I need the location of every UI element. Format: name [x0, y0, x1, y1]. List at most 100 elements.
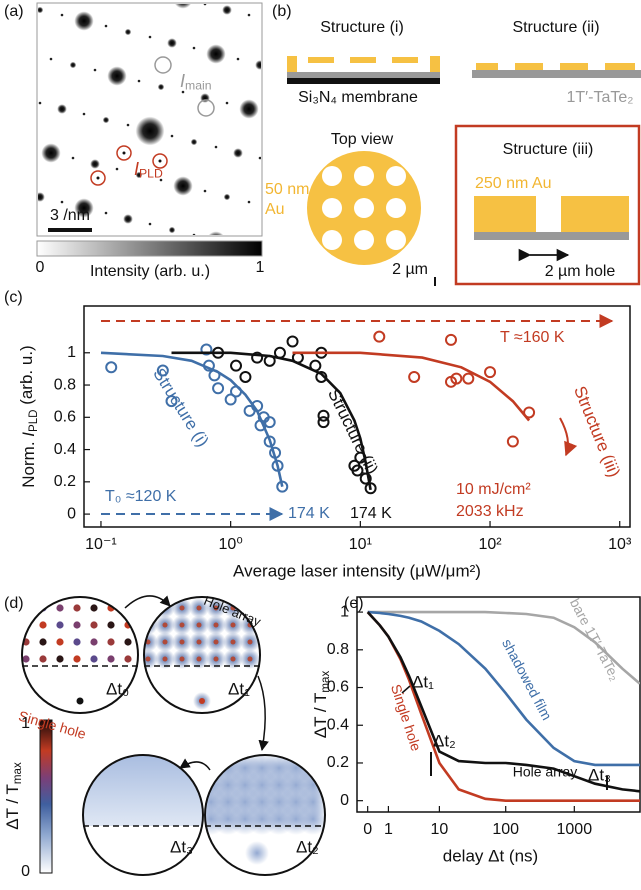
annotation: Δt₃	[588, 765, 611, 784]
spot	[248, 388, 251, 391]
x-tick-label: 10³	[608, 536, 632, 553]
spot	[138, 80, 141, 83]
series-label: bare 1T′-TaTe₂	[567, 596, 624, 683]
spot	[314, 311, 317, 314]
spot	[59, 293, 65, 299]
data-point	[409, 372, 419, 382]
time-label: Δt₂	[296, 837, 319, 856]
single-hole	[77, 698, 84, 705]
hot-spot	[180, 657, 185, 662]
data-point	[508, 437, 518, 447]
x-tick-label: 10⁰	[219, 536, 243, 553]
panel-label: (d)	[4, 595, 24, 612]
subscript: main	[185, 79, 212, 93]
hot-spot	[197, 657, 202, 662]
spot	[281, 443, 284, 446]
spot	[281, 69, 284, 72]
hot-spot	[180, 606, 185, 611]
data-point	[463, 374, 473, 384]
annotation: Δt₁	[412, 672, 434, 691]
spot	[259, 344, 262, 347]
hot-spot	[56, 621, 63, 628]
time-label: Δt₁	[228, 679, 250, 698]
spot	[125, 29, 131, 35]
spot	[125, 403, 131, 409]
spot	[424, 58, 427, 61]
spot	[90, 159, 100, 169]
colorbar-min: 0	[21, 863, 30, 880]
spot	[61, 14, 64, 17]
spot	[202, 282, 208, 288]
sequence-arrow	[125, 596, 170, 608]
top-view-label: Top view	[331, 131, 394, 148]
y-axis-label: ΔT / Tmax	[311, 671, 332, 739]
y-tick-label: 0.4	[54, 441, 76, 458]
spot	[424, 245, 427, 248]
spot	[204, 377, 207, 380]
spot	[292, 399, 295, 402]
text-part: ΔT / T	[3, 784, 22, 830]
spot	[457, 113, 460, 116]
spot	[301, 447, 307, 453]
hot-spot	[90, 655, 97, 662]
hot-spot	[231, 640, 236, 645]
spot	[270, 300, 273, 303]
subscript: max	[12, 762, 24, 784]
spot	[28, 146, 31, 149]
spot	[347, 366, 350, 369]
spot	[140, 308, 159, 327]
annotation: 10 mJ/cm²	[456, 481, 531, 498]
spot	[290, 304, 296, 310]
spot	[92, 348, 98, 354]
heat-blob	[245, 841, 269, 865]
spot	[182, 91, 185, 94]
spot	[248, 14, 251, 17]
spot	[173, 363, 192, 382]
hot-spot	[39, 621, 46, 628]
hot-spot	[163, 623, 168, 628]
text-part: Norm.	[19, 437, 38, 488]
x-tick-label: 0	[363, 821, 372, 838]
spot	[61, 201, 64, 204]
spot	[281, 256, 284, 259]
time-label: Δt₃	[170, 837, 193, 856]
spot	[255, 434, 265, 444]
spot	[237, 432, 240, 435]
y-tick-label: 0.8	[327, 641, 349, 658]
data-point	[310, 361, 320, 371]
spot	[314, 124, 317, 127]
spot	[127, 124, 130, 127]
spot	[365, 368, 375, 378]
hot-spot	[90, 638, 97, 645]
x-axis-label: Average laser intensity (μW/μm²)	[233, 561, 481, 580]
spot	[204, 190, 207, 193]
subscript: PLD	[139, 167, 163, 181]
spot	[107, 66, 126, 85]
spot	[224, 194, 230, 200]
spot	[437, 55, 456, 74]
data-point	[319, 417, 329, 427]
hot-spot	[146, 606, 151, 611]
y-tick-label: 0	[340, 792, 349, 809]
hot-spot	[180, 623, 185, 628]
spot	[136, 117, 165, 146]
annotation: T ≈160 K	[500, 329, 565, 346]
hot-spot	[124, 638, 131, 645]
y-tick-label: 0.8	[54, 376, 76, 393]
hot-spot	[197, 640, 202, 645]
hot-spot	[231, 623, 236, 628]
hot-spot	[197, 623, 202, 628]
annotation: 174 K	[350, 505, 392, 522]
spot	[303, 168, 306, 171]
x-tick-label: 10¹	[349, 536, 372, 553]
spot	[288, 115, 298, 125]
spot	[105, 212, 108, 215]
data-point	[485, 367, 495, 377]
colorbar	[37, 241, 262, 256]
spot	[116, 168, 119, 171]
hot-spot	[248, 640, 253, 645]
data-point	[293, 353, 303, 363]
scale-label: 3 /nm	[50, 207, 90, 224]
hot-spot	[73, 638, 80, 645]
text-part: (arb. u.)	[18, 345, 37, 409]
